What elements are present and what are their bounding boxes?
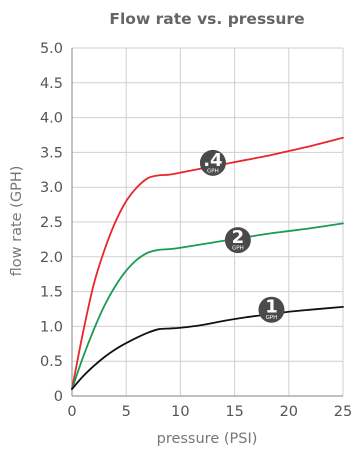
y-tick-label: 1.5: [40, 285, 63, 301]
series-badge-value: .4: [203, 150, 222, 171]
y-tick-label: 1.0: [40, 319, 63, 335]
y-axis-title: flow rate (GPH): [9, 166, 25, 277]
x-tick-label: 15: [225, 404, 243, 420]
series-badge-unit: GPH: [207, 168, 219, 174]
x-axis-title: pressure (PSI): [157, 431, 258, 447]
x-tick-label: 25: [334, 404, 352, 420]
chart-title: Flow rate vs. pressure: [109, 10, 304, 28]
x-tick-label: 5: [122, 404, 131, 420]
series-line: [71, 136, 344, 390]
x-tick-label: 20: [280, 404, 298, 420]
y-tick-label: 2.0: [40, 250, 63, 266]
y-tick-label: 3.0: [40, 180, 63, 196]
series-badge-circle: [258, 296, 285, 323]
series-badge-unit: GPH: [266, 315, 278, 321]
series-badge-unit: GPH: [232, 246, 244, 252]
y-tick-label: 0.5: [40, 354, 63, 370]
axes: 0 0.5 1.0 1.5 2.0 2.5 3.0 3.5 4.0 4.5 5.0 0 5 10 15 20 2…: [40, 41, 352, 420]
y-tick-label: 0: [54, 389, 63, 405]
series-badge-circle: [224, 227, 251, 254]
y-tick-label: 5.0: [40, 41, 63, 57]
series-badge-circle: [199, 149, 226, 176]
series-line: [71, 306, 344, 390]
x-tick-label: 0: [67, 404, 76, 420]
grid: [72, 47, 344, 396]
y-tick-label: 3.5: [40, 145, 63, 161]
y-tick-label: 4.0: [40, 111, 63, 127]
series-line: [71, 222, 344, 390]
x-tick-label: 10: [171, 404, 189, 420]
y-tick-label: 4.5: [40, 76, 63, 92]
series-layer: [71, 136, 344, 390]
y-tick-label: 2.5: [40, 215, 63, 231]
series-badge-value: 1: [265, 297, 278, 318]
series-badge-value: 2: [232, 227, 245, 248]
